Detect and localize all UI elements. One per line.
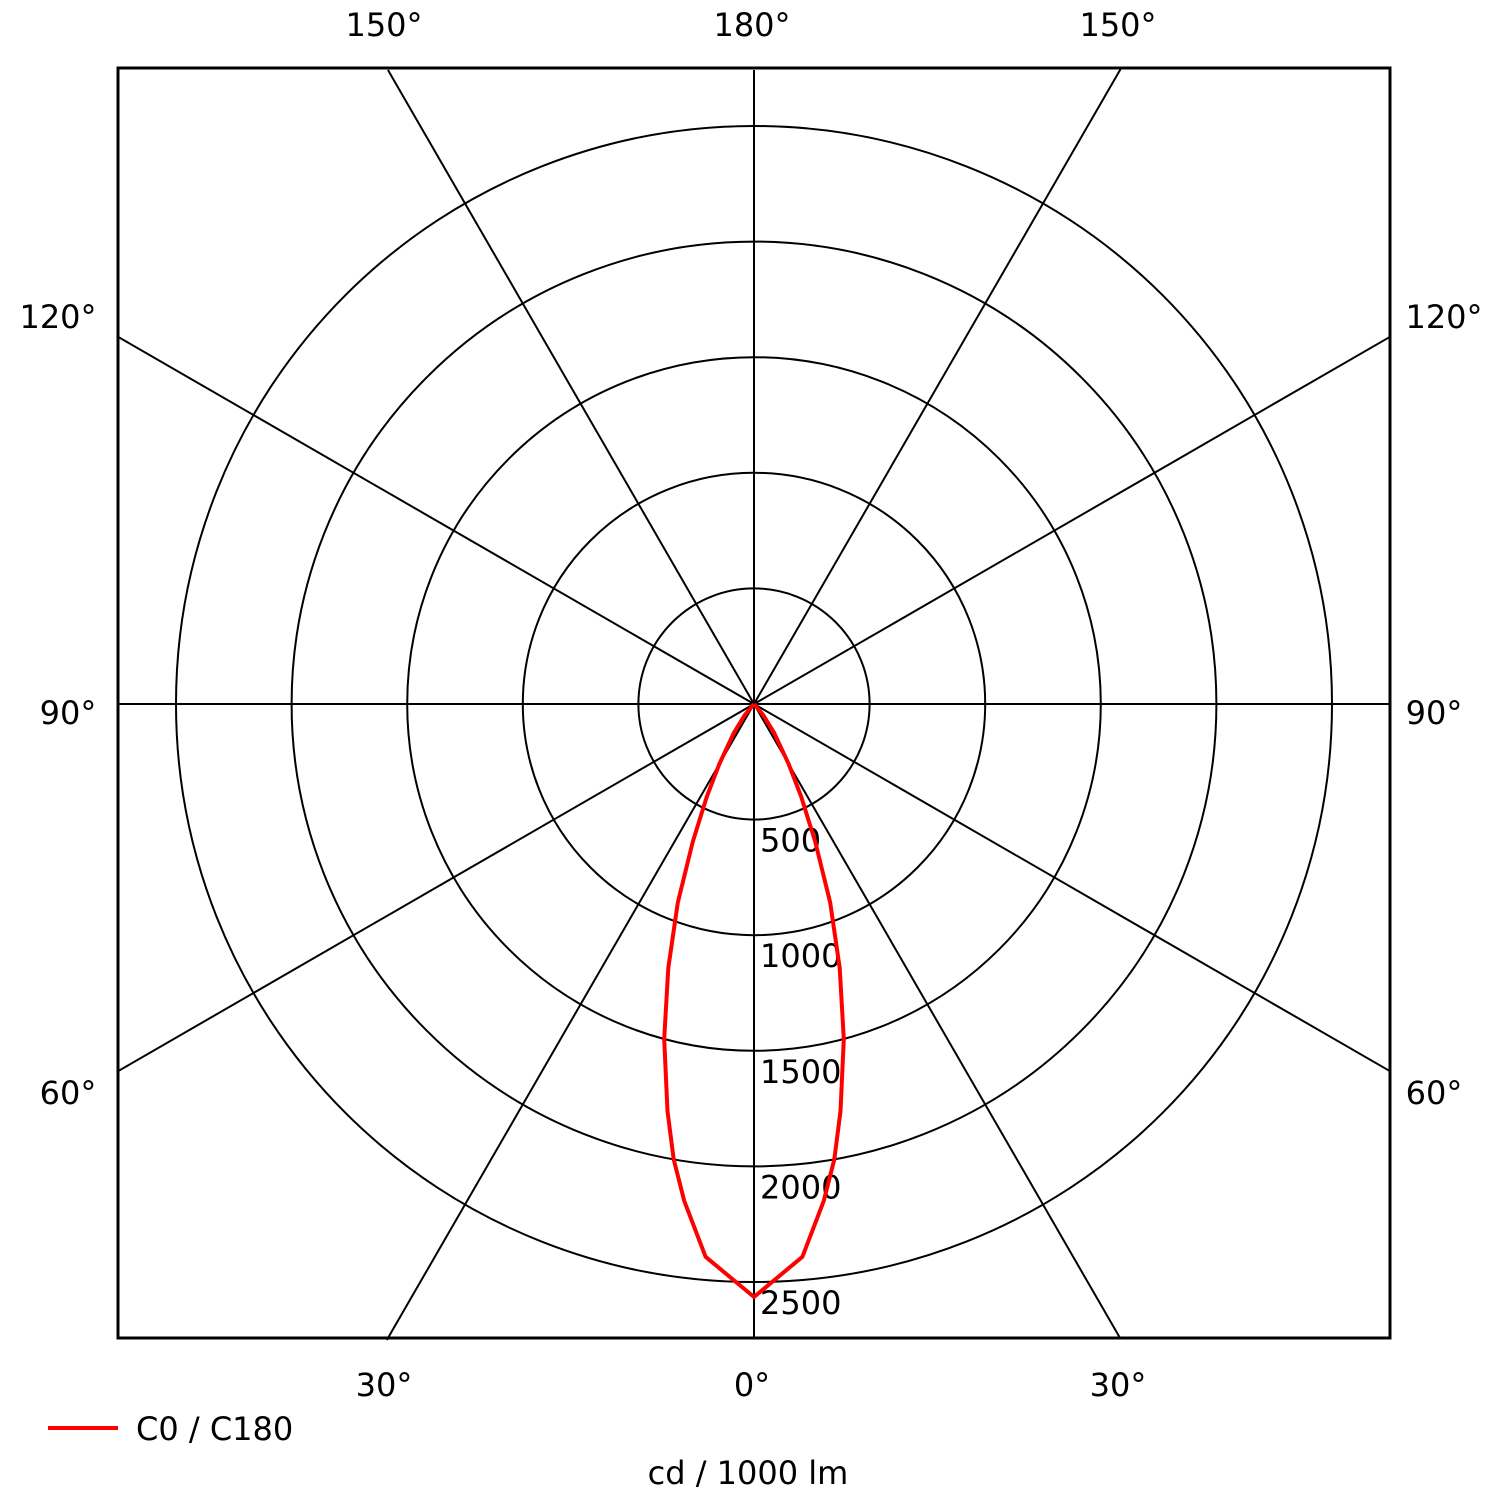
plot-frame <box>116 66 1392 1340</box>
angle-label-right-120: 120° <box>1405 298 1482 336</box>
angle-label-bottom-center: 0° <box>734 1366 770 1404</box>
radial-tick-label: 1500 <box>760 1053 841 1091</box>
legend-label: C0 / C180 <box>136 1410 293 1448</box>
series-line-0 <box>662 702 846 1299</box>
angle-label-right-60: 60° <box>1406 1074 1463 1112</box>
radial-tick-label: 2500 <box>760 1284 841 1322</box>
angle-label-left-90: 90° <box>40 694 97 732</box>
angle-label-bottom-left: 30° <box>356 1366 413 1404</box>
angle-label-left-120: 120° <box>19 298 96 336</box>
series-layer <box>662 702 846 1299</box>
angle-label-bottom-right: 30° <box>1090 1366 1147 1404</box>
angle-label-top-center: 180° <box>713 6 790 44</box>
legend: C0 / C180 <box>48 1410 293 1448</box>
angle-label-right-90: 90° <box>1406 694 1463 732</box>
angle-label-top-left: 150° <box>345 6 422 44</box>
angle-label-left-60: 60° <box>40 1074 97 1112</box>
radial-tick-label: 1000 <box>760 937 841 975</box>
unit-label: cd / 1000 lm <box>648 1454 849 1492</box>
angle-label-top-right: 150° <box>1079 6 1156 44</box>
